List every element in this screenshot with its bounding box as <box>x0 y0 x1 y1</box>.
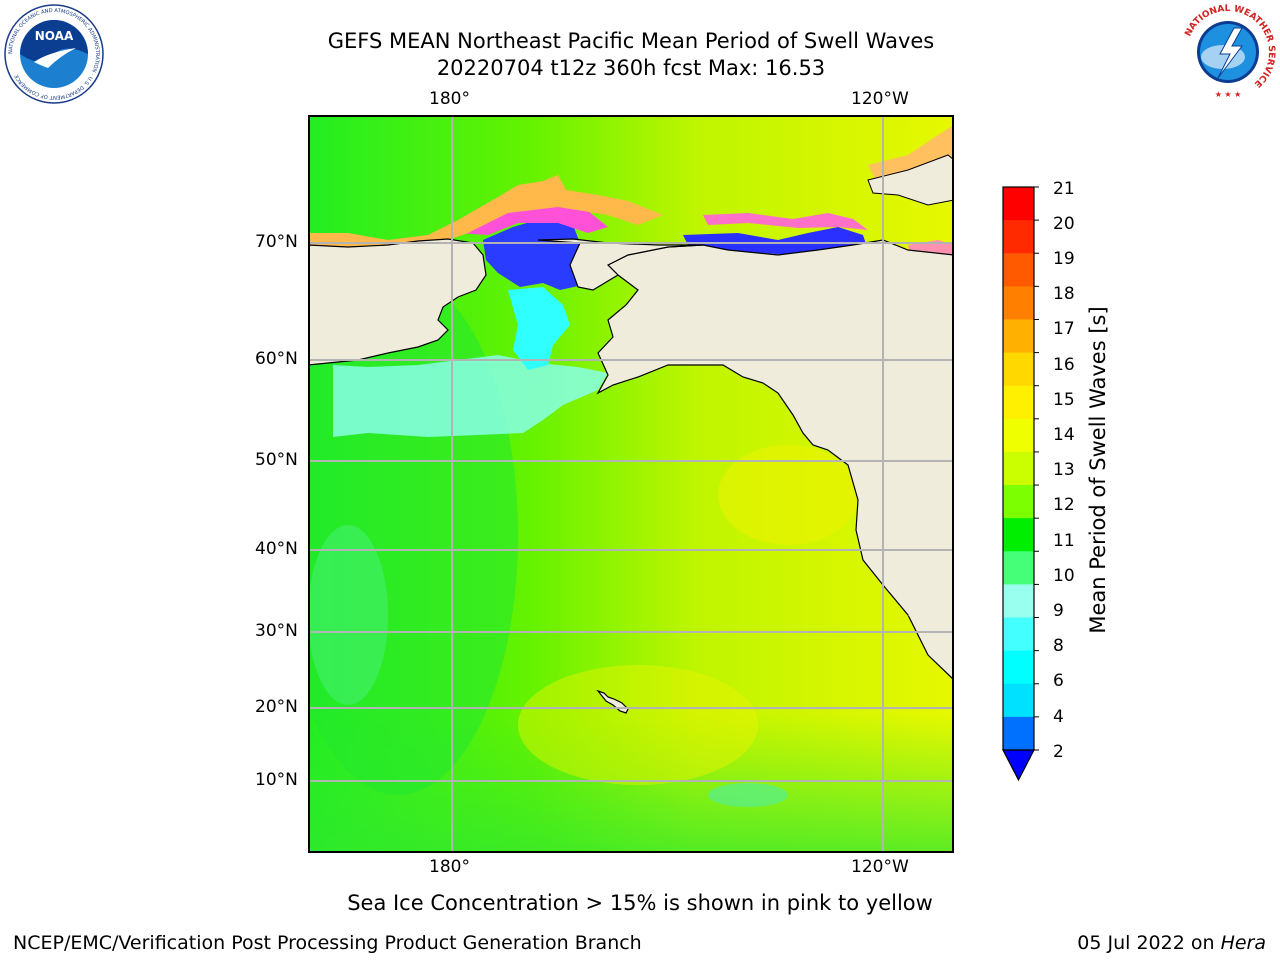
colorbar-cell <box>1003 584 1034 619</box>
arctic-islands <box>867 154 954 206</box>
colorbar-cell <box>1003 551 1034 585</box>
footer-credit: NCEP/EMC/Verification Post Processing Pr… <box>13 932 642 954</box>
colorbar-label-8: 8 <box>1053 636 1064 656</box>
colorbar-cell <box>1003 418 1034 453</box>
footer-machine: Hera <box>1220 932 1266 954</box>
colorbar-label-16: 16 <box>1053 355 1075 375</box>
noaa-logo: NATIONAL OCEANIC AND ATMOSPHERIC ADMINIS… <box>4 4 104 104</box>
colorbar-label-6: 6 <box>1053 671 1064 691</box>
chart-title: GEFS MEAN Northeast Pacific Mean Period … <box>327 29 935 53</box>
lat-label-60n: 60°N <box>255 349 298 369</box>
colorbar-label-18: 18 <box>1053 284 1075 304</box>
colorbar-cell <box>1003 451 1034 486</box>
svg-text:NOAA: NOAA <box>35 29 74 43</box>
colorbar-label-2: 2 <box>1053 742 1064 762</box>
north-america-landmass <box>596 239 954 681</box>
lon-label-top-120w: 120°W <box>851 89 909 109</box>
svg-text:★ ★ ★: ★ ★ ★ <box>1215 90 1242 99</box>
lat-label-70n: 70°N <box>255 232 298 252</box>
colorbar-label-20: 20 <box>1053 214 1075 234</box>
map-border <box>308 115 954 853</box>
colorbar-label-17: 17 <box>1053 319 1075 339</box>
colorbar-title: Mean Period of Swell Waves [s] <box>1086 306 1110 634</box>
colorbar-label-11: 11 <box>1053 531 1075 551</box>
colorbar-cell <box>1003 286 1034 320</box>
central-yellow-patch <box>518 665 758 785</box>
beaufort-pink-band <box>703 213 868 230</box>
colorbar-cell <box>1003 220 1034 254</box>
beaufort-ice-band <box>683 227 868 255</box>
colorbar-label-21: 21 <box>1053 179 1075 199</box>
colorbar-extend-min-triangle <box>1002 749 1035 782</box>
colorbar-cell <box>1003 650 1034 685</box>
lon-label-bottom-120w: 120°W <box>851 857 909 877</box>
colorbar-label-12: 12 <box>1053 495 1075 515</box>
lat-label-40n: 40°N <box>255 539 298 559</box>
colorbar-label-14: 14 <box>1053 425 1075 445</box>
colorbar-cell <box>1003 187 1034 221</box>
map-gridlines <box>308 115 954 853</box>
colorbar-cell <box>1003 253 1034 287</box>
colorbar-ticks <box>1034 186 1039 751</box>
colorbar-cell <box>1003 518 1034 552</box>
footer-date-text: 05 Jul 2022 on <box>1077 932 1215 954</box>
colorbar-label-19: 19 <box>1053 249 1075 269</box>
footer-date: 05 Jul 2022 on Hera <box>1077 932 1266 954</box>
colorbar-cell <box>1003 716 1034 751</box>
lat-label-20n: 20°N <box>255 697 298 717</box>
nws-logo: NATIONAL WEATHER SERVICE ★ ★ ★ <box>1179 3 1277 101</box>
colorbar-cell <box>1003 485 1034 519</box>
south-mint-patch <box>708 783 788 807</box>
colorbar-cell <box>1003 319 1034 354</box>
colorbar-cell <box>1003 385 1034 420</box>
lon-label-top-180: 180° <box>429 89 470 109</box>
sea-ice-note: Sea Ice Concentration > 15% is shown in … <box>347 891 933 915</box>
colorbar-cell <box>1003 683 1034 718</box>
colorbar-cell <box>1003 617 1034 652</box>
arctic-magenta-band <box>458 203 608 235</box>
arctic-blue-region <box>483 217 583 290</box>
colorbar <box>1002 186 1039 782</box>
map-panel <box>308 115 954 853</box>
lon-label-bottom-180: 180° <box>429 857 470 877</box>
siberia-landmass <box>308 238 487 366</box>
colorbar-label-9: 9 <box>1053 601 1064 621</box>
colorbar-label-10: 10 <box>1053 566 1075 586</box>
colorbar-cell <box>1003 352 1034 387</box>
west-mint-patch <box>308 525 388 705</box>
colorbar-label-13: 13 <box>1053 460 1075 480</box>
chart-subtitle: 20220704 t12z 360h fcst Max: 16.53 <box>436 56 826 80</box>
northeast-yellow-patch <box>718 445 858 545</box>
lat-label-10n: 10°N <box>255 770 298 790</box>
bering-cyan-region <box>333 355 608 437</box>
colorbar-border <box>1002 186 1035 751</box>
colorbar-label-4: 4 <box>1053 707 1064 727</box>
colorbar-cells <box>1003 187 1034 751</box>
lat-label-50n: 50°N <box>255 450 298 470</box>
chukchi-cyan-region <box>508 287 570 370</box>
arctic-orange-band <box>308 175 663 247</box>
lat-label-30n: 30°N <box>255 621 298 641</box>
colorbar-label-15: 15 <box>1053 390 1075 410</box>
